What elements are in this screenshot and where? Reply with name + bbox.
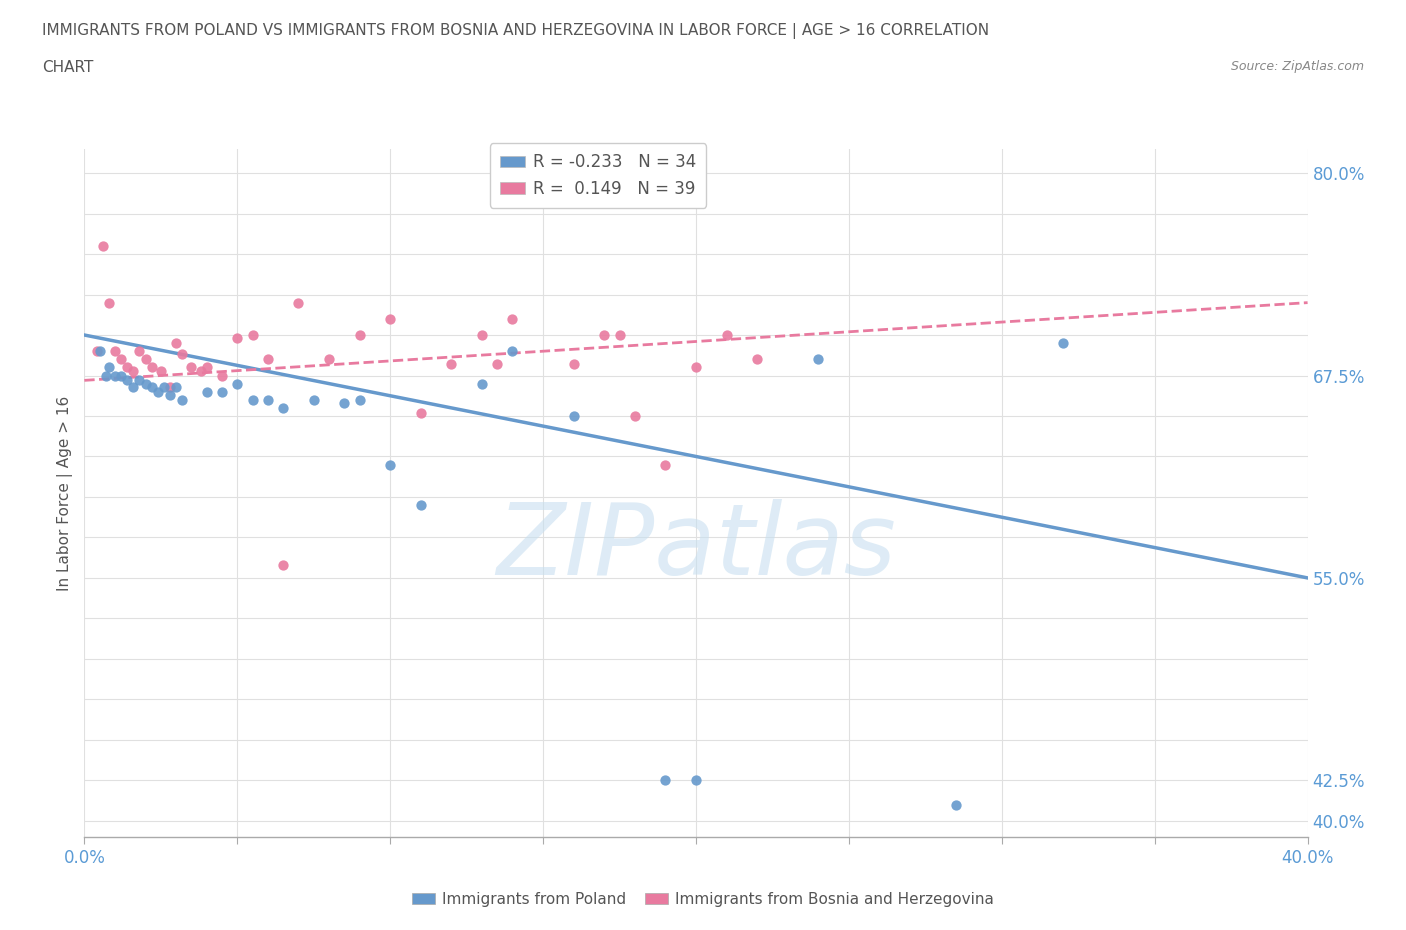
Point <box>654 458 676 472</box>
Point <box>110 368 132 383</box>
Point <box>91 238 114 253</box>
Point <box>226 331 249 346</box>
Point <box>211 384 233 399</box>
Point <box>562 408 585 423</box>
Text: IMMIGRANTS FROM POLAND VS IMMIGRANTS FROM BOSNIA AND HERZEGOVINA IN LABOR FORCE : IMMIGRANTS FROM POLAND VS IMMIGRANTS FRO… <box>42 23 990 39</box>
Point <box>271 557 294 572</box>
Text: CHART: CHART <box>42 60 94 75</box>
Point <box>654 773 676 788</box>
Y-axis label: In Labor Force | Age > 16: In Labor Force | Age > 16 <box>58 395 73 591</box>
Point <box>159 379 181 394</box>
Point <box>502 312 524 326</box>
Point <box>302 392 325 407</box>
Point <box>165 336 187 351</box>
Point <box>318 352 340 366</box>
Point <box>562 357 585 372</box>
Point <box>257 392 280 407</box>
Point <box>349 392 371 407</box>
Point <box>471 376 494 391</box>
Point <box>716 327 738 342</box>
Legend: Immigrants from Poland, Immigrants from Bosnia and Herzegovina: Immigrants from Poland, Immigrants from … <box>406 886 1000 913</box>
Point <box>624 408 647 423</box>
Point <box>172 392 194 407</box>
Point <box>153 379 176 394</box>
Point <box>333 395 356 410</box>
Point <box>190 364 212 379</box>
Point <box>89 344 111 359</box>
Point <box>685 360 707 375</box>
Point <box>122 364 145 379</box>
Point <box>149 364 172 379</box>
Point <box>211 368 233 383</box>
Point <box>226 376 249 391</box>
Point <box>409 498 432 512</box>
Point <box>502 344 524 359</box>
Point <box>1052 336 1074 351</box>
Point <box>135 376 157 391</box>
Point <box>807 352 830 366</box>
Point <box>165 379 187 394</box>
Point <box>97 295 120 310</box>
Point <box>104 368 127 383</box>
Point <box>471 327 494 342</box>
Point <box>122 379 145 394</box>
Point <box>486 357 509 372</box>
Point <box>97 360 120 375</box>
Point <box>86 344 108 359</box>
Point <box>242 392 264 407</box>
Point <box>195 360 218 375</box>
Text: Source: ZipAtlas.com: Source: ZipAtlas.com <box>1230 60 1364 73</box>
Point <box>135 352 157 366</box>
Point <box>271 401 294 416</box>
Point <box>110 352 132 366</box>
Point <box>380 312 402 326</box>
Point <box>180 360 202 375</box>
Point <box>128 373 150 388</box>
Point <box>94 368 117 383</box>
Point <box>609 327 631 342</box>
Point <box>349 327 371 342</box>
Point <box>159 388 181 403</box>
Legend: R = -0.233   N = 34, R =  0.149   N = 39: R = -0.233 N = 34, R = 0.149 N = 39 <box>489 143 706 207</box>
Point <box>104 344 127 359</box>
Point <box>409 405 432 420</box>
Point <box>945 797 967 812</box>
Point <box>172 347 194 362</box>
Point <box>146 384 169 399</box>
Point <box>195 384 218 399</box>
Point <box>141 360 163 375</box>
Point <box>242 327 264 342</box>
Point <box>257 352 280 366</box>
Point <box>440 357 463 372</box>
Point <box>115 373 138 388</box>
Point <box>141 379 163 394</box>
Point <box>287 295 309 310</box>
Point <box>747 352 769 366</box>
Point <box>685 773 707 788</box>
Text: ZIPatlas: ZIPatlas <box>496 499 896 596</box>
Point <box>380 458 402 472</box>
Point <box>115 360 138 375</box>
Point <box>593 327 616 342</box>
Point <box>128 344 150 359</box>
